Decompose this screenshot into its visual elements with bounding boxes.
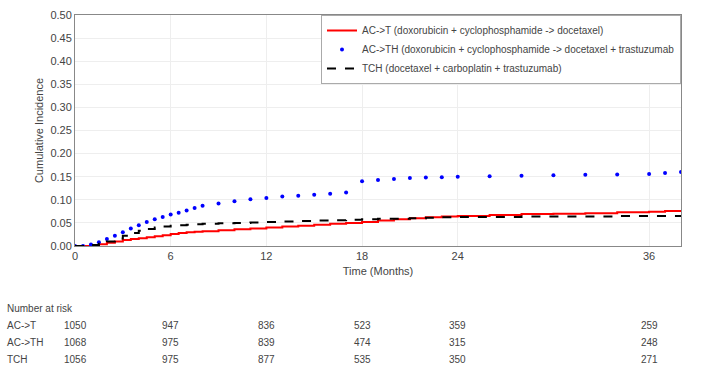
svg-text:0.05: 0.05	[50, 217, 71, 229]
svg-text:315: 315	[449, 337, 466, 348]
svg-text:0.35: 0.35	[50, 78, 71, 90]
svg-text:AC->T (doxorubicin + cyclophos: AC->T (doxorubicin + cyclophosphamide ->…	[362, 25, 603, 36]
svg-text:6: 6	[168, 250, 174, 262]
svg-text:1068: 1068	[64, 337, 87, 348]
svg-text:0.15: 0.15	[50, 171, 71, 183]
svg-text:18: 18	[356, 250, 368, 262]
svg-text:AC->T: AC->T	[7, 320, 36, 331]
svg-text:523: 523	[354, 320, 371, 331]
svg-text:0: 0	[72, 250, 78, 262]
svg-text:975: 975	[162, 337, 179, 348]
svg-text:1050: 1050	[64, 320, 87, 331]
svg-text:0.50: 0.50	[50, 9, 71, 21]
svg-text:24: 24	[452, 250, 464, 262]
svg-text:1056: 1056	[64, 354, 87, 365]
svg-text:535: 535	[354, 354, 371, 365]
svg-text:TCH (docetaxel + carboplatin +: TCH (docetaxel + carboplatin + trastuzum…	[362, 63, 562, 74]
svg-text:Time (Months): Time (Months)	[343, 265, 414, 277]
svg-text:36: 36	[643, 250, 655, 262]
svg-text:Cumulative Incidence: Cumulative Incidence	[33, 78, 45, 183]
svg-text:836: 836	[258, 320, 275, 331]
svg-text:474: 474	[354, 337, 371, 348]
svg-text:271: 271	[641, 354, 658, 365]
svg-text:Number at risk: Number at risk	[7, 303, 73, 314]
svg-text:0.40: 0.40	[50, 55, 71, 67]
svg-text:0.00: 0.00	[50, 240, 71, 252]
svg-text:0.45: 0.45	[50, 32, 71, 44]
svg-text:0.30: 0.30	[50, 101, 71, 113]
svg-text:359: 359	[449, 320, 466, 331]
svg-text:AC->TH (doxorubicin + cyclopho: AC->TH (doxorubicin + cyclophosphamide -…	[362, 44, 674, 55]
svg-text:TCH: TCH	[7, 354, 28, 365]
svg-text:839: 839	[258, 337, 275, 348]
svg-text:947: 947	[162, 320, 179, 331]
svg-text:0.10: 0.10	[50, 194, 71, 206]
svg-text:975: 975	[162, 354, 179, 365]
svg-text:877: 877	[258, 354, 275, 365]
svg-text:AC->TH: AC->TH	[7, 337, 43, 348]
svg-text:0.20: 0.20	[50, 147, 71, 159]
svg-text:0.25: 0.25	[50, 124, 71, 136]
svg-text:248: 248	[641, 337, 658, 348]
svg-text:350: 350	[449, 354, 466, 365]
svg-text:259: 259	[641, 320, 658, 331]
svg-text:12: 12	[260, 250, 272, 262]
